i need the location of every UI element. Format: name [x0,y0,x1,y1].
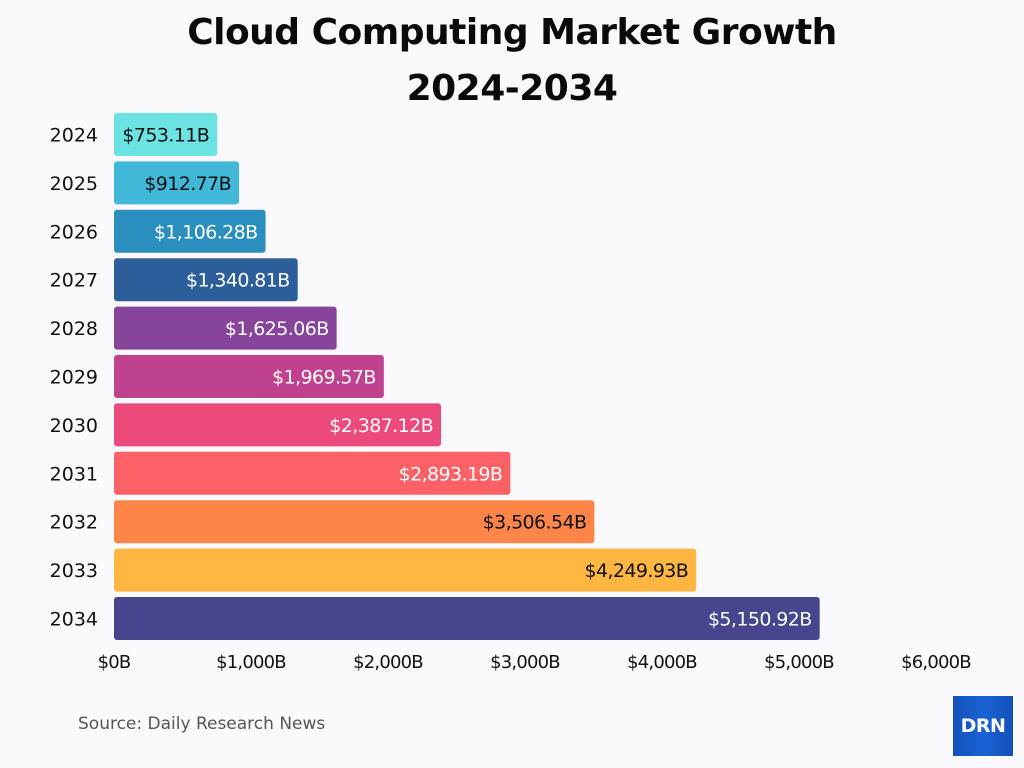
chart-title: Cloud Computing Market Growth [187,12,837,53]
data-label: $3,506.54B [483,512,587,534]
bar-2032 [114,500,595,544]
y-tick-label: 2032 [50,512,98,534]
data-label: $1,340.81B [186,270,290,292]
drn-logo: DRN [953,696,1013,756]
y-tick-label: 2034 [50,609,98,631]
x-tick-label: $2,000B [353,652,423,673]
data-label: $1,106.28B [154,221,258,243]
bar-chart: 2024 $753.11B 2025 $912.77B 2026 $1,106.28B 20… [50,113,972,673]
y-tick-label: 2033 [50,560,98,582]
x-tick-label: $0B [98,652,131,673]
x-tick-label: $1,000B [216,652,286,673]
y-tick-label: 2025 [50,173,98,195]
bar-2025 [114,161,240,205]
bar-2034 [114,597,820,640]
x-tick-label: $6,000B [901,652,971,673]
chart-subtitle: 2024-2034 [406,68,618,109]
y-tick-label: 2031 [50,463,98,485]
bar-2033 [114,548,697,592]
x-tick-label: $4,000B [627,652,697,673]
x-tick-label: $3,000B [490,652,560,673]
bar-2030 [114,403,442,447]
data-label: $4,249.93B [585,560,689,582]
data-label: $5,150.92B [708,609,812,631]
source-text: Source: Daily Research News [78,714,326,734]
bar-2026 [114,209,266,253]
logo-text: DRN [960,715,1006,737]
data-label: $1,625.06B [225,318,329,340]
bar-2031 [114,451,511,495]
bar-2027 [114,258,298,302]
data-label: $2,893.19B [399,463,503,485]
bar-2024 [114,113,218,156]
y-tick-label: 2029 [50,367,98,389]
data-label: $2,387.12B [329,415,433,437]
data-label: $912.77B [144,173,231,195]
bar-2029 [114,355,384,398]
y-tick-label: 2028 [50,318,98,340]
data-label: $1,969.57B [272,367,376,389]
y-tick-label: 2027 [50,270,98,292]
y-tick-label: 2030 [50,415,98,437]
bar-2028 [114,306,337,350]
x-tick-label: $5,000B [764,652,834,673]
y-tick-label: 2026 [50,221,98,243]
y-tick-label: 2024 [50,125,98,147]
data-label: $753.11B [122,125,209,147]
